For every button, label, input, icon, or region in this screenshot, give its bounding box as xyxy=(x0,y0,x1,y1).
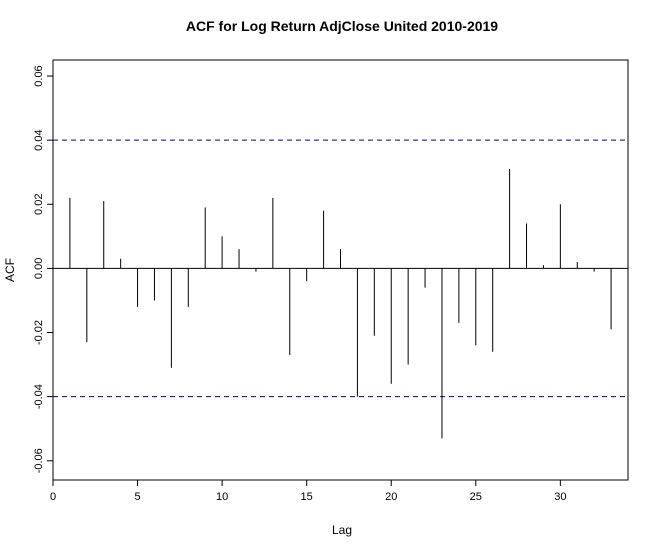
y-tick-label: 0.00 xyxy=(33,258,45,279)
confidence-bounds xyxy=(53,139,628,398)
x-tick-label: 25 xyxy=(470,491,482,503)
y-tick-label: 0.02 xyxy=(33,194,45,215)
x-axis: 0 5 10 15 20 25 30 xyxy=(50,480,566,503)
y-tick-label: 0.06 xyxy=(33,65,45,86)
y-tick-label: -0.06 xyxy=(33,448,45,473)
x-tick-label: 20 xyxy=(385,491,397,503)
x-tick-label: 30 xyxy=(554,491,566,503)
x-tick-label: 15 xyxy=(301,491,313,503)
x-axis-label: Lag xyxy=(332,523,352,537)
x-tick-label: 5 xyxy=(134,491,140,503)
y-axis-label: ACF xyxy=(3,258,17,282)
x-tick-label: 10 xyxy=(216,491,228,503)
y-tick-label: -0.04 xyxy=(33,384,45,409)
x-tick-label: 0 xyxy=(50,491,56,503)
y-tick-label: -0.02 xyxy=(33,320,45,345)
plot-frame xyxy=(52,59,629,481)
y-axis: -0.06 -0.04 -0.02 0.00 0.02 0.04 0.06 xyxy=(33,65,53,473)
acf-bars xyxy=(69,169,612,439)
chart-title: ACF for Log Return AdjClose United 2010-… xyxy=(186,18,498,34)
y-tick-label: 0.04 xyxy=(33,129,45,150)
